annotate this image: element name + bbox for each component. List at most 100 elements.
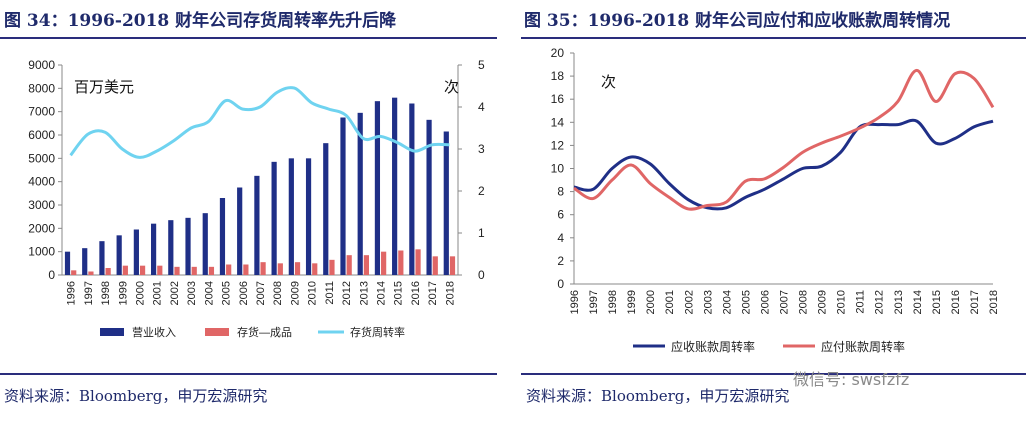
x-tick-label: 2009 [289,281,301,305]
revenue-bar [426,119,432,275]
revenue-bar [99,241,105,275]
right-y-tick-label: 4 [478,100,485,114]
revenue-bar [305,158,312,275]
x-tick-label: 2013 [893,290,905,314]
legend-label: 应付账款周转率 [821,339,905,354]
right-y-tick-label: 3 [478,142,485,156]
x-tick-label: 2001 [664,290,676,314]
inventory-bar [432,256,438,275]
x-tick-label: 2011 [855,290,867,314]
revenue-bar [82,248,88,275]
x-tick-label: 2013 [358,281,370,305]
left-y-tick-label: 0 [48,268,55,282]
x-tick-label: 1999 [626,290,638,314]
y-tick-label: 2 [557,254,564,268]
revenue-bar [288,158,294,275]
revenue-bar [185,217,191,275]
inventory-bar [415,249,421,275]
x-tick-label: 2010 [836,290,848,314]
revenue-bar [237,187,243,275]
inventory-bar [174,266,180,275]
revenue-bar [202,213,208,275]
y-tick-label: 4 [557,231,564,245]
revenue-bar [392,97,398,275]
revenue-bar [168,220,174,275]
legend-label: 应收账款周转率 [671,339,755,354]
y-tick-label: 16 [551,92,565,106]
inventory-bar [294,262,301,275]
x-tick-label: 2000 [134,281,146,305]
payables-turnover-line [573,68,995,211]
y-tick-label: 14 [551,115,565,129]
x-tick-label: 2015 [393,281,405,305]
x-tick-label: 2005 [221,281,233,305]
x-tick-label: 2000 [645,290,657,314]
receivables-turnover-line [573,118,994,211]
wechat-watermark: 微信号: swsfzfz [793,370,910,389]
right-unit-label: 次 [444,79,459,96]
revenue-bar [219,198,226,275]
x-tick-label: 2006 [238,281,250,305]
right-y-tick-label: 0 [478,268,485,282]
inventory-bar [122,265,128,275]
right-y-tick-label: 5 [478,58,485,72]
x-tick-label: 2014 [376,281,388,305]
inventory-bar [88,271,94,275]
x-tick-label: 2002 [683,290,695,314]
left-chart: 0 1000 2000 3000 4000 5000 6000 7000 8000 9000 0 1 2… [28,58,485,339]
left-title-divider [0,37,497,39]
x-tick-label: 2003 [186,281,198,305]
x-tick-label: 2010 [307,281,319,305]
revenue-bar [443,131,449,275]
left-unit-label: 百万美元 [74,79,134,96]
left-y-tick-label: 7000 [28,105,55,119]
inventory-bar [157,265,163,275]
x-tick-label: 2012 [874,290,886,314]
right-source: 资料来源：Bloomberg，申万宏源研究 [526,387,790,405]
x-tick-label: 1996 [569,290,581,314]
right-y-tick-label: 2 [478,184,485,198]
left-y-tick-label: 1000 [28,245,55,259]
right-chart-title: 图 35：1996-2018 财年公司应付和应收账款周转情况 [524,11,951,31]
revenue-bar [116,235,122,275]
inventory-bar [381,251,387,275]
unit-label: 次 [601,74,616,91]
right-source-divider [521,373,1026,375]
legend-swatch [100,328,124,336]
x-tick-label: 2015 [931,290,943,314]
legend-label: 存货—成品 [237,325,292,339]
inventory-bar [398,250,404,275]
revenue-bar [150,223,157,275]
inventory-bar [226,264,232,275]
y-tick-label: 20 [551,46,565,60]
revenue-bar [409,103,415,275]
legend-label: 营业收入 [132,325,176,339]
left-y-tick-label: 5000 [28,151,55,165]
revenue-bar [133,229,139,275]
x-tick-label: 1999 [117,281,129,305]
revenue-bar [374,101,381,275]
inventory-bar [243,264,249,275]
left-y-tick-label: 3000 [28,198,55,212]
x-tick-label: 1997 [83,281,95,305]
inventory-bar [449,256,456,275]
right-title-divider [521,37,1026,39]
x-tick-label: 2007 [779,290,791,314]
legend-label: 存货周转率 [350,325,405,339]
inventory-bar [208,266,215,275]
inventory-bar [312,263,318,275]
y-tick-label: 18 [551,69,565,83]
revenue-bar [323,143,329,275]
y-tick-label: 0 [557,277,564,291]
x-tick-label: 2006 [759,290,771,314]
inventory-bar [260,262,266,275]
left-y-tick-label: 8000 [28,81,55,95]
left-y-tick-label: 4000 [28,175,55,189]
x-tick-label: 2018 [444,281,456,305]
x-tick-label: 2011 [324,281,336,305]
x-tick-label: 2008 [798,290,810,314]
x-tick-label: 2003 [702,290,714,314]
x-tick-label: 2002 [169,281,181,305]
x-tick-label: 2005 [740,290,752,314]
inventory-bar [139,265,146,275]
